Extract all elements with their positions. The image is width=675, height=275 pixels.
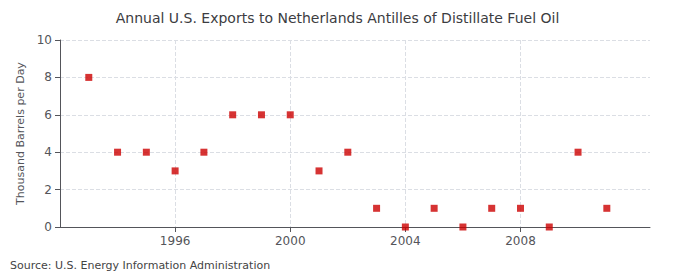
svg-text:10: 10	[37, 33, 52, 47]
svg-text:Source: U.S. Energy Informatio: Source: U.S. Energy Information Administ…	[10, 259, 270, 272]
svg-text:1996: 1996	[160, 234, 191, 248]
svg-text:2: 2	[44, 183, 52, 197]
svg-text:2008: 2008	[505, 234, 536, 248]
svg-text:2004: 2004	[390, 234, 421, 248]
svg-text:2000: 2000	[275, 234, 306, 248]
svg-text:8: 8	[44, 70, 52, 84]
svg-text:Thousand Barrels per Day: Thousand Barrels per Day	[14, 62, 27, 206]
svg-text:0: 0	[44, 220, 52, 234]
svg-text:4: 4	[44, 145, 52, 159]
svg-text:6: 6	[44, 108, 52, 122]
svg-text:Annual U.S. Exports to Netherl: Annual U.S. Exports to Netherlands Antil…	[116, 10, 560, 26]
